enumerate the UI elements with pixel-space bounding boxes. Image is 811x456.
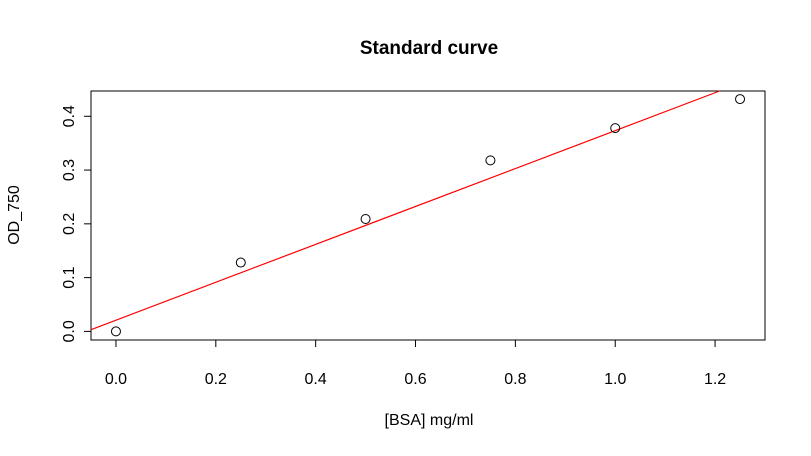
data-point [235, 257, 246, 268]
y-tick-label: 0.4 [61, 105, 78, 127]
y-tick-label: 0.1 [61, 266, 78, 288]
data-point [110, 326, 121, 337]
x-tick-label: 1.0 [604, 371, 626, 388]
fit-line-group [90, 90, 720, 331]
x-tick-label: 0.4 [305, 371, 327, 388]
data-point [360, 213, 371, 224]
y-axis: 0.0 0.1 0.2 0.3 0.4 [61, 105, 92, 343]
x-axis: 0.0 0.2 0.4 0.6 0.8 1.0 1.2 [105, 339, 726, 388]
y-tick-label: 0.2 [61, 213, 78, 235]
x-tick-label: 0.0 [105, 371, 127, 388]
y-tick-label: 0.3 [61, 159, 78, 181]
x-axis-label: [BSA] mg/ml [385, 412, 474, 429]
data-point [610, 123, 621, 134]
x-tick-label: 1.2 [704, 371, 726, 388]
data-points [110, 94, 746, 337]
data-point [735, 94, 746, 105]
plot-frame [90, 90, 766, 341]
chart-title: Standard curve [360, 38, 498, 59]
x-tick-label: 0.2 [205, 371, 227, 388]
y-axis-label: OD_750 [6, 185, 23, 245]
data-point [485, 155, 496, 166]
fit-line [90, 90, 720, 331]
x-tick-label: 0.6 [404, 371, 426, 388]
y-tick-label: 0.0 [61, 320, 78, 342]
x-tick-label: 0.8 [504, 371, 526, 388]
